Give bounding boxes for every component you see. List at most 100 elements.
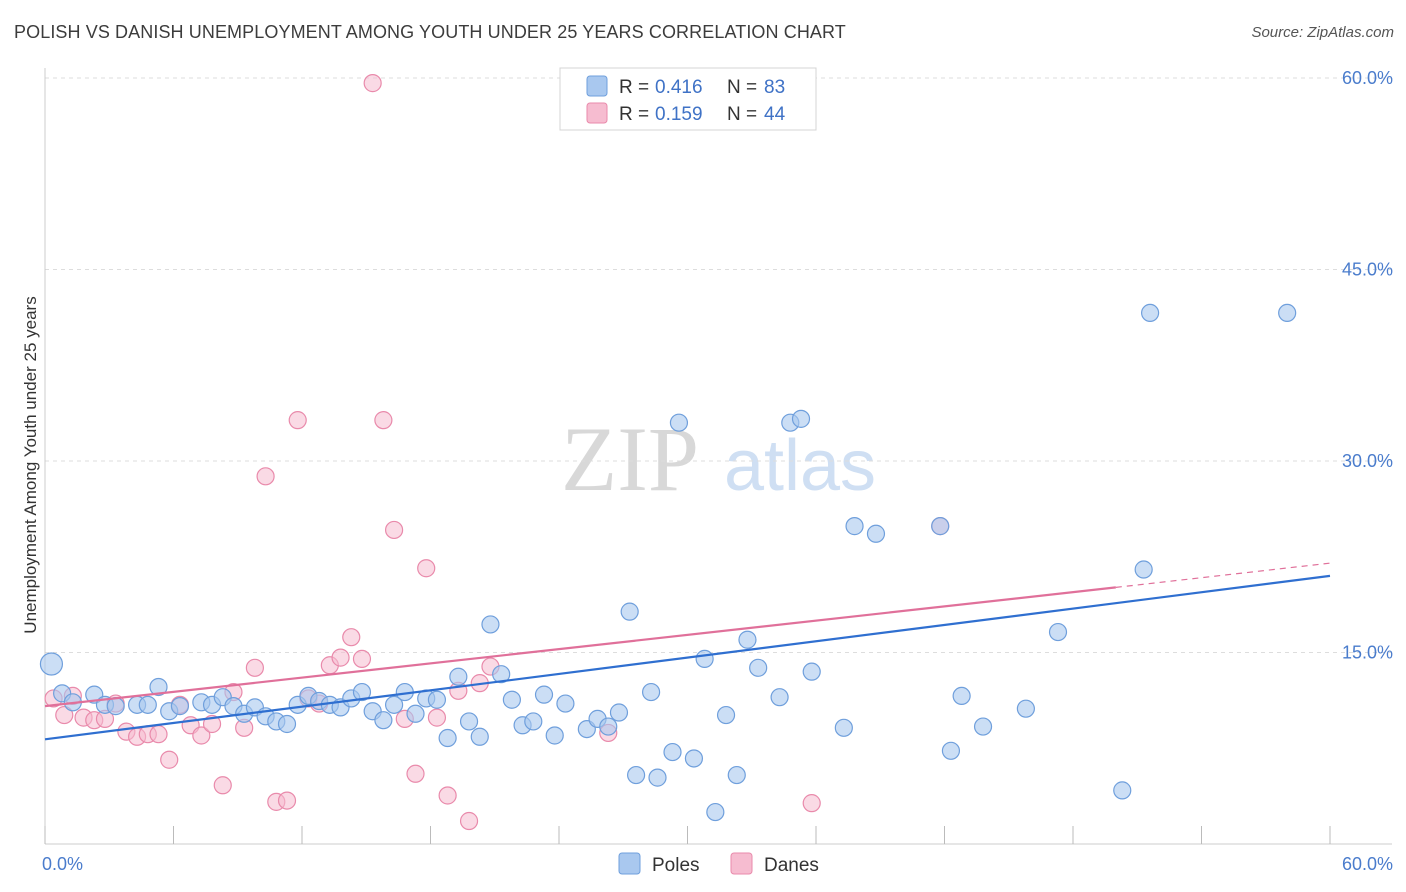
poles-point-77	[1134, 560, 1153, 579]
bottom-legend-swatch-danes	[730, 852, 753, 875]
danes-point-10	[149, 725, 168, 744]
danes-point-27	[331, 648, 350, 667]
poles-point-49	[609, 703, 629, 722]
poles-point-26	[352, 682, 372, 702]
poles-point-19	[277, 714, 297, 734]
danes-point-34	[406, 764, 425, 783]
danes-point-29	[352, 649, 372, 668]
poles-point-44	[545, 726, 564, 745]
danes-point-30	[363, 74, 382, 93]
chart-title: POLISH VS DANISH UNEMPLOYMENT AMONG YOUT…	[14, 22, 846, 42]
poles-point-60	[727, 765, 746, 785]
y-tick-label-2: 45.0%	[1342, 260, 1393, 280]
poles-point-28	[374, 711, 393, 730]
danes-point-37	[438, 786, 457, 805]
danes-points	[44, 74, 950, 831]
y-tick-label-0: 15.0%	[1342, 643, 1393, 663]
legend-r-label-danes: R =	[619, 104, 649, 125]
poles-point-71	[941, 741, 961, 760]
poles-point-7	[138, 695, 157, 714]
poles-point-75	[1048, 622, 1068, 642]
poles-point-35	[449, 667, 468, 686]
poles-point-38	[481, 615, 500, 634]
danes-point-23	[288, 411, 307, 430]
danes-point-35	[417, 559, 436, 578]
danes-point-22	[277, 791, 297, 810]
poles-point-36	[459, 712, 479, 731]
poles-point-48	[599, 717, 618, 736]
legend-r-value-danes: 0.159	[655, 104, 703, 125]
bottom-legend-label-danes: Danes	[764, 855, 819, 876]
legend-n-value-danes: 44	[764, 104, 786, 125]
x-tick-labels: 0.0% 60.0%	[42, 854, 1393, 874]
legend-swatch-poles	[586, 75, 608, 97]
poles-point-37	[470, 727, 489, 746]
poles-point-45	[556, 694, 575, 713]
bottom-legend: Poles Danes	[618, 852, 819, 876]
poles-point-59	[716, 705, 736, 725]
legend-n-label-danes: N =	[727, 104, 757, 125]
poles-point-79	[1278, 303, 1297, 323]
poles-point-43	[534, 685, 554, 704]
poles-point-33	[427, 690, 447, 709]
poles-point-29	[384, 695, 404, 714]
danes-point-39	[459, 811, 479, 831]
poles-point-55	[669, 413, 689, 432]
x-tick-label-0: 0.0%	[42, 854, 83, 874]
legend-n-value-poles: 83	[764, 77, 785, 98]
poles-point-74	[1016, 699, 1035, 718]
poles-point-73	[973, 717, 993, 736]
poles-point-53	[648, 768, 667, 787]
danes-point-28	[342, 628, 361, 647]
danes-point-19	[245, 658, 264, 677]
poles-point-58	[706, 802, 725, 822]
danes-point-44	[802, 794, 821, 813]
poles-point-57	[695, 649, 714, 668]
poles-point-34	[438, 728, 457, 748]
poles-point-0	[39, 652, 64, 676]
danes-point-20	[256, 467, 275, 486]
poles-point-63	[770, 688, 789, 707]
danes-point-14	[192, 726, 211, 745]
y-tick-labels: 15.0% 30.0% 45.0% 60.0%	[1342, 68, 1393, 663]
poles-point-76	[1113, 781, 1132, 800]
poles-trend-line	[44, 574, 1331, 741]
danes-point-36	[427, 708, 447, 727]
y-axis-label: Unemployment Among Youth under 25 years	[21, 296, 40, 633]
poles-point-8	[149, 677, 168, 697]
poles-point-42	[524, 712, 543, 731]
bottom-legend-label-poles: Poles	[652, 855, 700, 876]
danes-point-1	[55, 705, 74, 725]
gridlines	[45, 77, 1392, 653]
legend-n-label-poles: N =	[727, 77, 757, 98]
legend-swatch-danes	[586, 102, 608, 124]
danes-point-16	[213, 776, 232, 795]
danes-trend-line	[44, 586, 1116, 708]
poles-point-39	[492, 665, 511, 684]
poles-point-69	[866, 524, 886, 543]
poles-point-56	[684, 749, 704, 768]
poles-point-62	[749, 658, 768, 677]
legend-r-value-poles: 0.416	[655, 77, 703, 98]
watermark-atlas: atlas	[724, 426, 876, 506]
legend-r-label-poles: R =	[619, 77, 649, 98]
poles-point-50	[620, 602, 639, 621]
x-tick-label-1: 60.0%	[1342, 854, 1393, 874]
poles-point-10	[170, 697, 190, 716]
poles-point-52	[641, 682, 661, 702]
trend-lines	[44, 562, 1331, 741]
poles-point-61	[738, 630, 757, 649]
poles-point-54	[663, 742, 682, 762]
poles-point-78	[1140, 303, 1160, 323]
poles-point-40	[502, 690, 521, 709]
poles-point-51	[626, 765, 646, 785]
poles-point-5	[106, 697, 125, 716]
bottom-legend-swatch-poles	[618, 852, 641, 875]
poles-point-65	[791, 409, 811, 428]
top-legend: R = 0.416 N = 83 R = 0.159 N = 44	[559, 67, 817, 131]
y-tick-label-3: 60.0%	[1342, 68, 1393, 88]
poles-point-72	[952, 686, 971, 706]
source-credit: Source: ZipAtlas.com	[1251, 24, 1394, 41]
poles-point-67	[834, 718, 853, 737]
